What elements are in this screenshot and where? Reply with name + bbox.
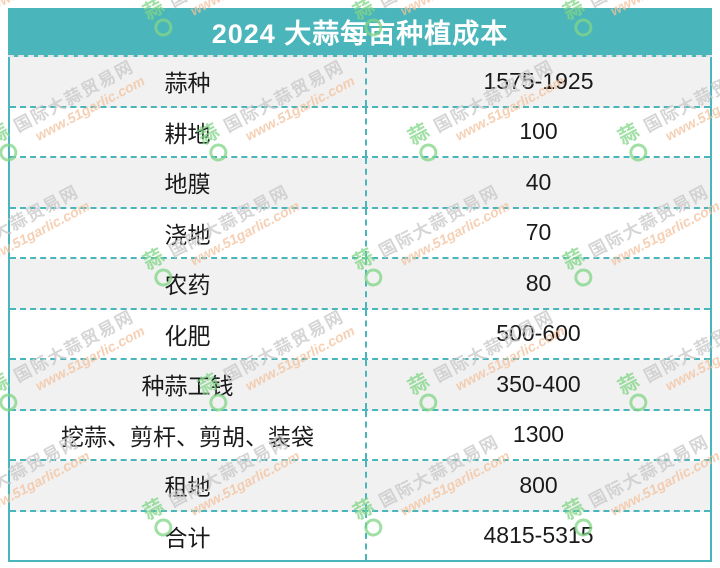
table-row: 挖蒜、剪杆、剪胡、装袋 1300 bbox=[10, 410, 710, 461]
table-body: 蒜种 1575-1925 耕地 100 地膜 40 浇地 70 农药 80 化肥 500-600 种蒜工… bbox=[8, 57, 712, 562]
row-value-cell: 500-600 bbox=[496, 320, 581, 347]
table-title-bar: 2024 大蒜每亩种植成本 bbox=[8, 8, 712, 57]
table-row: 租地 800 bbox=[10, 461, 710, 512]
table-row: 化肥 500-600 bbox=[10, 309, 710, 360]
page-title: 2024 大蒜每亩种植成本 bbox=[211, 19, 509, 49]
row-label-cell: 合计 bbox=[10, 511, 367, 560]
row-label-cell: 租地 bbox=[10, 461, 367, 510]
row-label-cell: 化肥 bbox=[10, 309, 367, 358]
row-value-cell: 1575-1925 bbox=[483, 67, 594, 94]
table-row: 地膜 40 bbox=[10, 158, 710, 209]
table-row: 合计 4815-5315 bbox=[10, 511, 710, 560]
row-label-cell: 浇地 bbox=[10, 208, 367, 257]
row-value-cell: 1300 bbox=[512, 421, 565, 448]
row-label-cell: 挖蒜、剪杆、剪胡、装袋 bbox=[10, 410, 367, 459]
table-row: 农药 80 bbox=[10, 259, 710, 310]
row-value-cell: 40 bbox=[525, 168, 552, 195]
table-row: 浇地 70 bbox=[10, 208, 710, 259]
cost-table: 2024 大蒜每亩种植成本 蒜种 1575-1925 耕地 100 地膜 40 浇地 70 农药… bbox=[8, 8, 712, 562]
row-value-cell: 4815-5315 bbox=[483, 522, 594, 549]
table-row: 蒜种 1575-1925 bbox=[10, 57, 710, 108]
row-label-cell: 耕地 bbox=[10, 107, 367, 156]
table-row: 种蒜工钱 350-400 bbox=[10, 360, 710, 411]
row-label-cell: 地膜 bbox=[10, 158, 367, 207]
row-label-cell: 蒜种 bbox=[10, 57, 367, 106]
row-value-cell: 70 bbox=[525, 219, 552, 246]
row-value-cell: 350-400 bbox=[496, 370, 581, 397]
table-row: 耕地 100 bbox=[10, 107, 710, 158]
row-value-cell: 800 bbox=[519, 471, 558, 498]
row-value-cell: 100 bbox=[519, 118, 558, 145]
row-value-cell: 80 bbox=[525, 269, 552, 296]
row-label-cell: 农药 bbox=[10, 259, 367, 308]
row-label-cell: 种蒜工钱 bbox=[10, 360, 367, 409]
